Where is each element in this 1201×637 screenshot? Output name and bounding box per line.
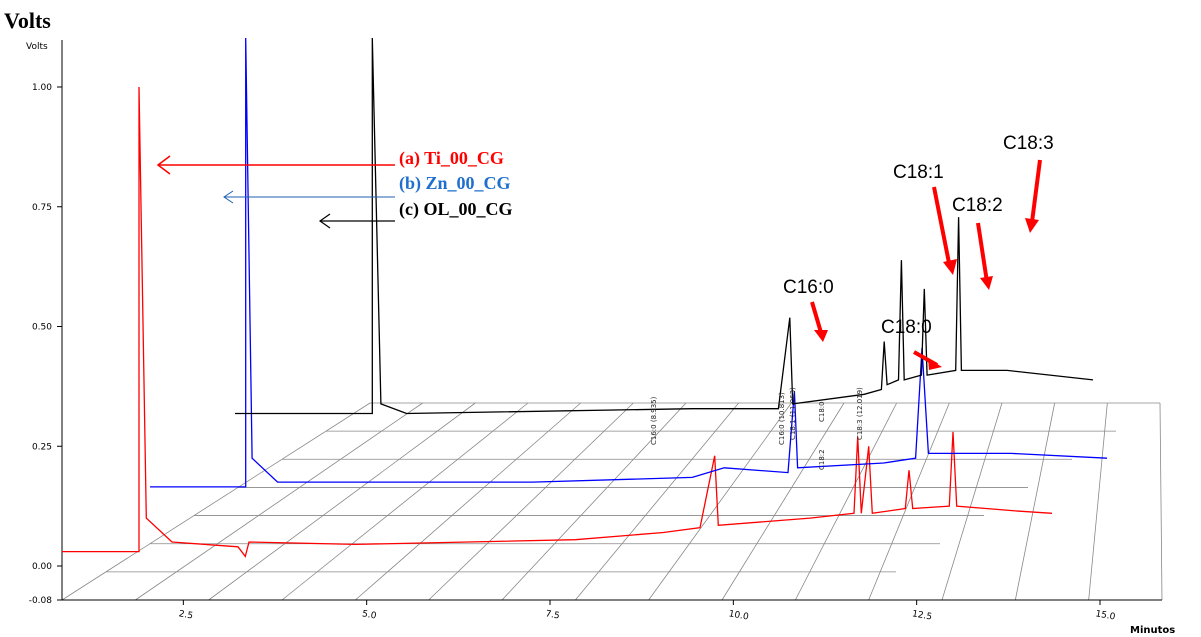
- floor-depth-line: [721, 402, 845, 601]
- series-line-2: [235, 37, 1094, 415]
- mini-label-c16-1: C16:0 (10.813): [778, 392, 786, 445]
- y-tick-label: 1.00: [32, 83, 52, 93]
- y-tick-label: 0.00: [32, 562, 52, 572]
- floor-depth-line: [1159, 402, 1163, 601]
- x-axis-label: Minutos: [1130, 625, 1175, 636]
- floor-depth-line: [575, 402, 739, 601]
- legend-arrowhead-a: [156, 155, 171, 175]
- legend-item-a: (a) Ti_00_CG: [399, 148, 504, 169]
- x-ticks: 2.5 5.0 7.5 10.0 12.5 15.0: [178, 600, 1116, 623]
- mini-label-c18-3: C18:3 (12.019): [856, 387, 864, 440]
- mini-label-c18-0: C18:0: [818, 401, 826, 422]
- y-axis-label: Volts: [26, 42, 48, 52]
- y-tick-label: 0.50: [32, 323, 52, 333]
- series-line-0: [62, 86, 1053, 558]
- floor-depth-line: [135, 402, 423, 601]
- chart-title: Volts: [4, 8, 51, 33]
- peak-label-c18-2: C18:2: [952, 195, 1003, 216]
- peak-arrowhead-c16-0: [814, 330, 828, 342]
- floor-depth-line: [61, 402, 371, 601]
- legend-arrowhead-c: [318, 213, 331, 229]
- series-line-1: [150, 37, 1108, 488]
- floor-depth-line: [355, 402, 581, 601]
- peak-arrow-c18-2: [976, 222, 989, 283]
- legend-item-b: (b) Zn_00_CG: [399, 173, 511, 194]
- legend: (a) Ti_00_CG (b) Zn_00_CG (c) OL_00_CG: [156, 148, 512, 229]
- peak-label-c18-0: C18:0: [881, 317, 932, 338]
- peak-arrowhead-c18-3: [1025, 218, 1039, 233]
- x-tick-label: 15.0: [1095, 609, 1117, 622]
- x-tick-label: 2.5: [178, 609, 194, 621]
- floor-depth-line: [208, 402, 476, 601]
- floor-grid: [61, 402, 1163, 601]
- floor-depth-line: [868, 402, 950, 601]
- mini-label-c18-2: C18:2: [818, 449, 826, 470]
- mini-labels: C16:0 (8.935) C16:0 (10.813) C18:1 (11.0…: [650, 387, 864, 470]
- series-group: [62, 37, 1108, 558]
- peak-label-c16-0: C16:0: [783, 277, 834, 298]
- floor-depth-line: [941, 402, 1003, 601]
- peak-arrow-c18-3: [1030, 159, 1042, 223]
- floor-depth-line: [1088, 402, 1108, 601]
- x-tick-label: 12.5: [911, 609, 932, 622]
- x-tick-label: 5.0: [361, 609, 377, 621]
- legend-item-c: (c) OL_00_CG: [399, 199, 512, 220]
- y-ticks: 1.00 0.75 0.50 0.25 0.00 -0.08: [29, 83, 62, 606]
- y-tick-label: 0.25: [32, 442, 52, 452]
- y-tick-label: 0.75: [32, 203, 52, 213]
- floor-depth-line: [501, 402, 687, 601]
- x-tick-label: 10.0: [728, 609, 750, 622]
- peak-arrow-c18-1: [932, 186, 952, 269]
- peak-arrowhead-c18-2: [980, 276, 993, 290]
- peak-arrowhead-c18-1: [943, 259, 957, 275]
- mini-label-c16-0: C16:0 (8.935): [650, 396, 658, 445]
- floor-depth-line: [428, 402, 634, 601]
- x-tick-label: 7.5: [545, 609, 561, 621]
- floor-depth-line: [648, 402, 792, 601]
- floor-depth-line: [1014, 402, 1056, 601]
- peak-label-c18-1: C18:1: [893, 162, 944, 183]
- peak-label-c18-3: C18:3: [1003, 133, 1054, 154]
- y-tick-label: -0.08: [29, 596, 53, 606]
- mini-label-c18-1: C18:1 (11.063): [789, 387, 797, 440]
- floor-depth-line: [281, 402, 529, 601]
- floor-depth-line: [794, 402, 898, 601]
- peak-arrowhead-c18-0: [928, 358, 942, 370]
- legend-arrowhead-b: [223, 190, 234, 204]
- peak-annotations: C16:0 C18:0 C18:1 C18:2 C18:3: [783, 133, 1054, 370]
